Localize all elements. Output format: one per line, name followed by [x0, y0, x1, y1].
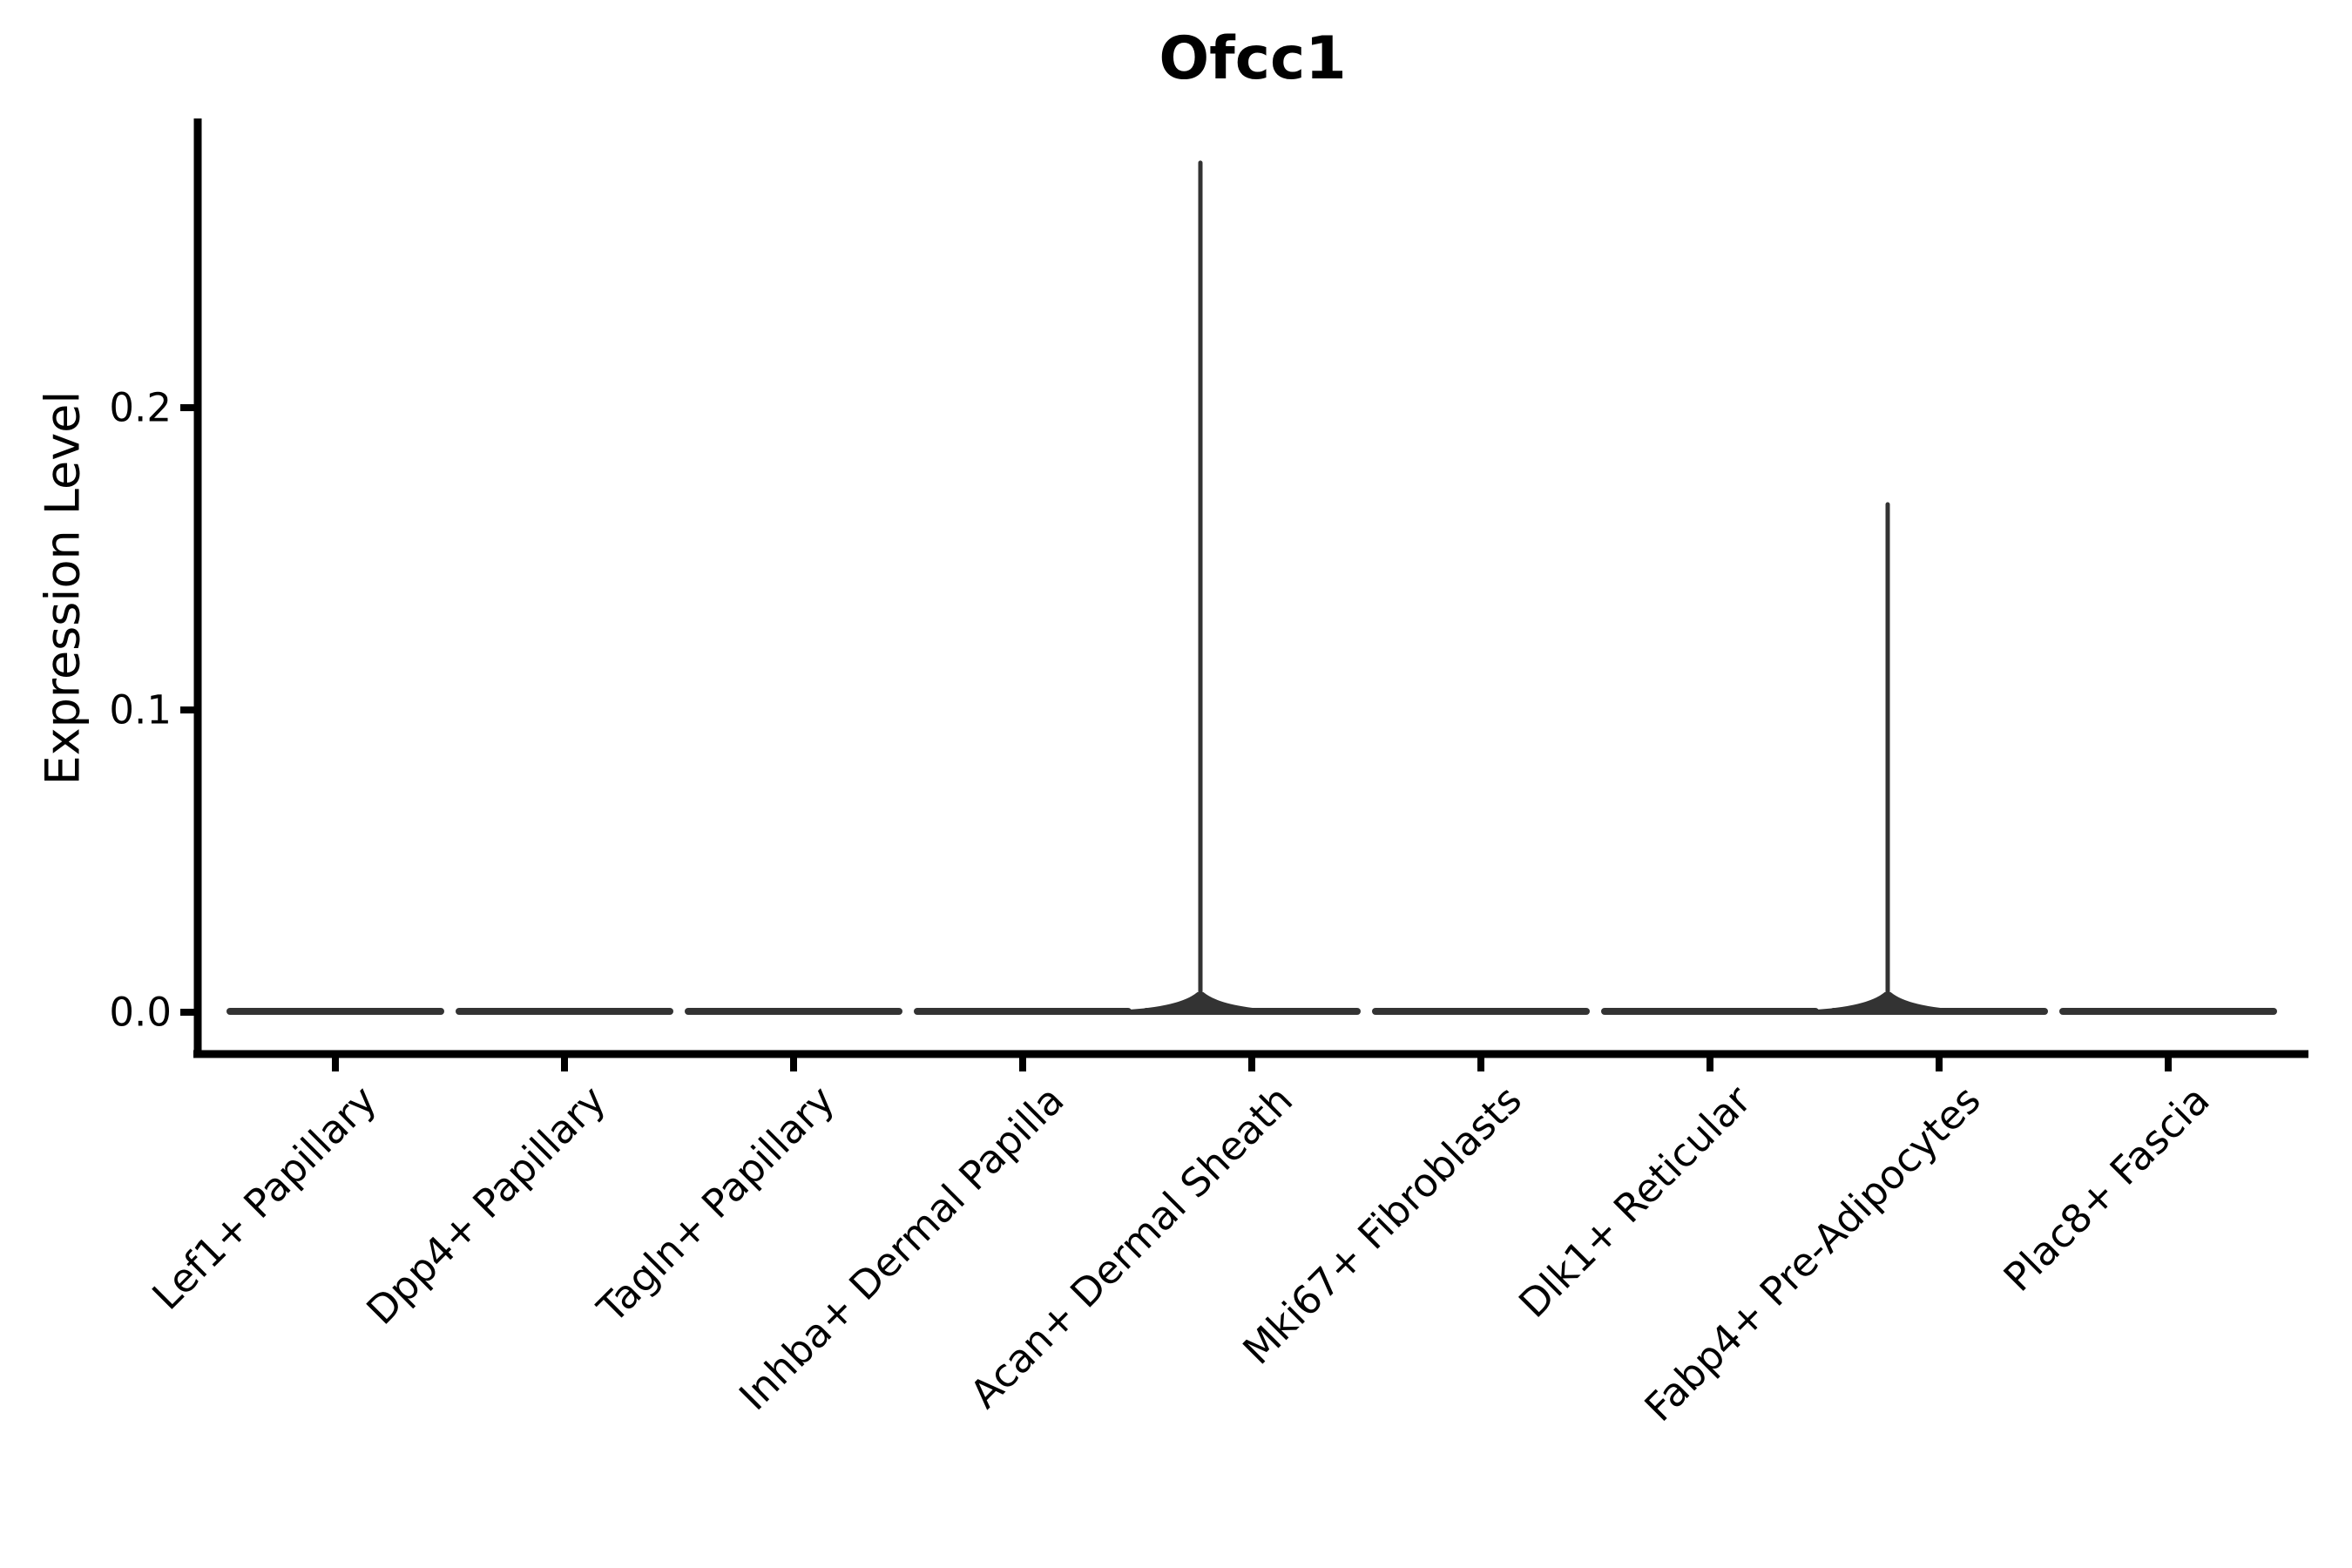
violin-spike-flare [1109, 992, 1292, 1015]
y-tick-label: 0.2 [109, 384, 172, 431]
violin-spike-flare [1796, 992, 1979, 1015]
chart-title: Ofcc1 [1159, 24, 1347, 93]
y-tick-label: 0.1 [109, 686, 172, 733]
y-tick-label: 0.0 [109, 989, 172, 1036]
y-axis-label: Expression Level [35, 390, 91, 786]
